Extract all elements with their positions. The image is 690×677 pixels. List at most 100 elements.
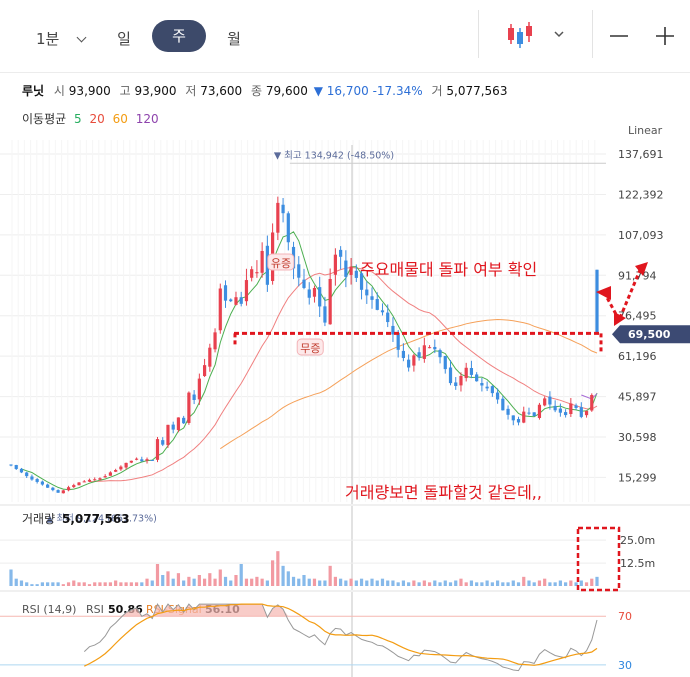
volume-bar	[72, 580, 76, 586]
candle	[339, 246, 343, 270]
volume-title: 거래량	[22, 512, 55, 526]
event-badge-label: 무증	[300, 342, 320, 355]
candle	[218, 283, 222, 334]
candle	[386, 304, 390, 328]
candle	[150, 459, 154, 462]
candle	[46, 483, 50, 488]
candle-body	[134, 458, 139, 460]
candle	[176, 417, 181, 433]
price-tick-label: 107,093	[618, 229, 664, 242]
candle-body	[401, 350, 406, 358]
price-tick-label: 76,495	[618, 310, 657, 323]
close-value: 79,600	[265, 84, 308, 98]
candle-body	[155, 439, 160, 460]
up-arrow-head	[635, 262, 648, 276]
candle-body	[176, 417, 181, 431]
volume-bar	[391, 580, 395, 586]
tab-month[interactable]: 월	[227, 30, 241, 48]
candle-body	[229, 299, 233, 302]
candle	[501, 396, 505, 411]
candle-body	[506, 408, 510, 415]
volume-bar	[511, 580, 515, 586]
candle-body	[77, 482, 81, 486]
candle	[197, 373, 201, 405]
volume-bar	[40, 582, 44, 586]
candle	[443, 355, 447, 374]
volume-bar	[328, 565, 332, 586]
zoom-in-button[interactable]	[653, 24, 677, 48]
candle-body	[281, 204, 285, 214]
volume-bar	[323, 580, 327, 586]
volume-label: 거	[431, 84, 443, 98]
ma-period-120: 120	[135, 112, 159, 126]
volume-bar	[417, 582, 421, 586]
chart-type-select[interactable]	[505, 20, 565, 50]
down-arrow-head	[614, 312, 626, 326]
candle	[522, 406, 526, 424]
candle	[532, 412, 536, 417]
volume-bar	[171, 578, 175, 586]
volume-bar	[66, 582, 71, 586]
volume-bar	[150, 580, 154, 586]
volume-tick-label: 25.0m	[620, 534, 655, 547]
volume-bar	[56, 582, 60, 586]
candle	[553, 400, 557, 413]
candle	[14, 464, 18, 470]
candle	[558, 403, 562, 417]
volume-bar	[380, 578, 385, 586]
candle-body	[564, 412, 568, 416]
candle-body	[464, 367, 468, 379]
min-price-label: ▲ 최저 9,124 (661.73%)	[46, 514, 157, 525]
candle-body	[516, 419, 521, 423]
price-tick-label: 45,897	[618, 391, 657, 404]
candle	[171, 421, 175, 434]
current-price-tag-shape	[612, 325, 690, 344]
candle-body	[166, 424, 170, 446]
volume-bar	[480, 582, 484, 586]
volume-bar	[412, 580, 416, 586]
candle-body	[9, 464, 13, 466]
candle-body	[501, 398, 505, 411]
scale-mode-toggle[interactable]: Linear	[628, 124, 663, 137]
volume-bar	[98, 582, 102, 586]
candle	[61, 489, 65, 494]
volume-bar	[558, 580, 562, 586]
tab-day[interactable]: 일	[117, 30, 131, 48]
volume-bar	[359, 578, 364, 586]
candle-body	[370, 296, 374, 300]
volume-bar	[129, 582, 133, 586]
candle-body	[569, 403, 573, 415]
current-price-label: 69,500	[628, 328, 671, 341]
volume-bar	[506, 582, 510, 586]
interval-select[interactable]: 1분	[36, 28, 87, 49]
candle-body	[93, 479, 97, 481]
volume-bar	[14, 578, 18, 586]
volume-bar	[291, 576, 296, 586]
candle-body	[218, 288, 222, 331]
candle-body	[579, 407, 583, 417]
volume-bar	[469, 580, 474, 586]
candle	[527, 407, 531, 416]
candle-body	[422, 345, 426, 359]
candle-body	[433, 346, 437, 350]
price-axis: 137,691122,392107,09391,79476,49561,1964…	[618, 148, 664, 484]
candle-body	[108, 472, 113, 476]
candle-body	[553, 405, 557, 411]
volume-bar	[422, 580, 426, 586]
volume-bar	[386, 580, 390, 586]
tab-week[interactable]: 주	[152, 20, 206, 52]
candle-body	[72, 485, 76, 488]
candle	[9, 464, 13, 467]
volume-bar	[318, 580, 322, 586]
volume-bar	[103, 582, 107, 586]
candle-body	[302, 279, 306, 288]
panel-divider	[0, 590, 690, 592]
candle	[564, 409, 568, 418]
zoom-out-button[interactable]	[607, 24, 631, 48]
volume-bar	[134, 582, 139, 586]
candle	[30, 474, 34, 481]
candle	[469, 360, 474, 379]
candle-body	[103, 476, 107, 478]
candle	[485, 381, 489, 392]
ma-60-line	[220, 318, 598, 450]
